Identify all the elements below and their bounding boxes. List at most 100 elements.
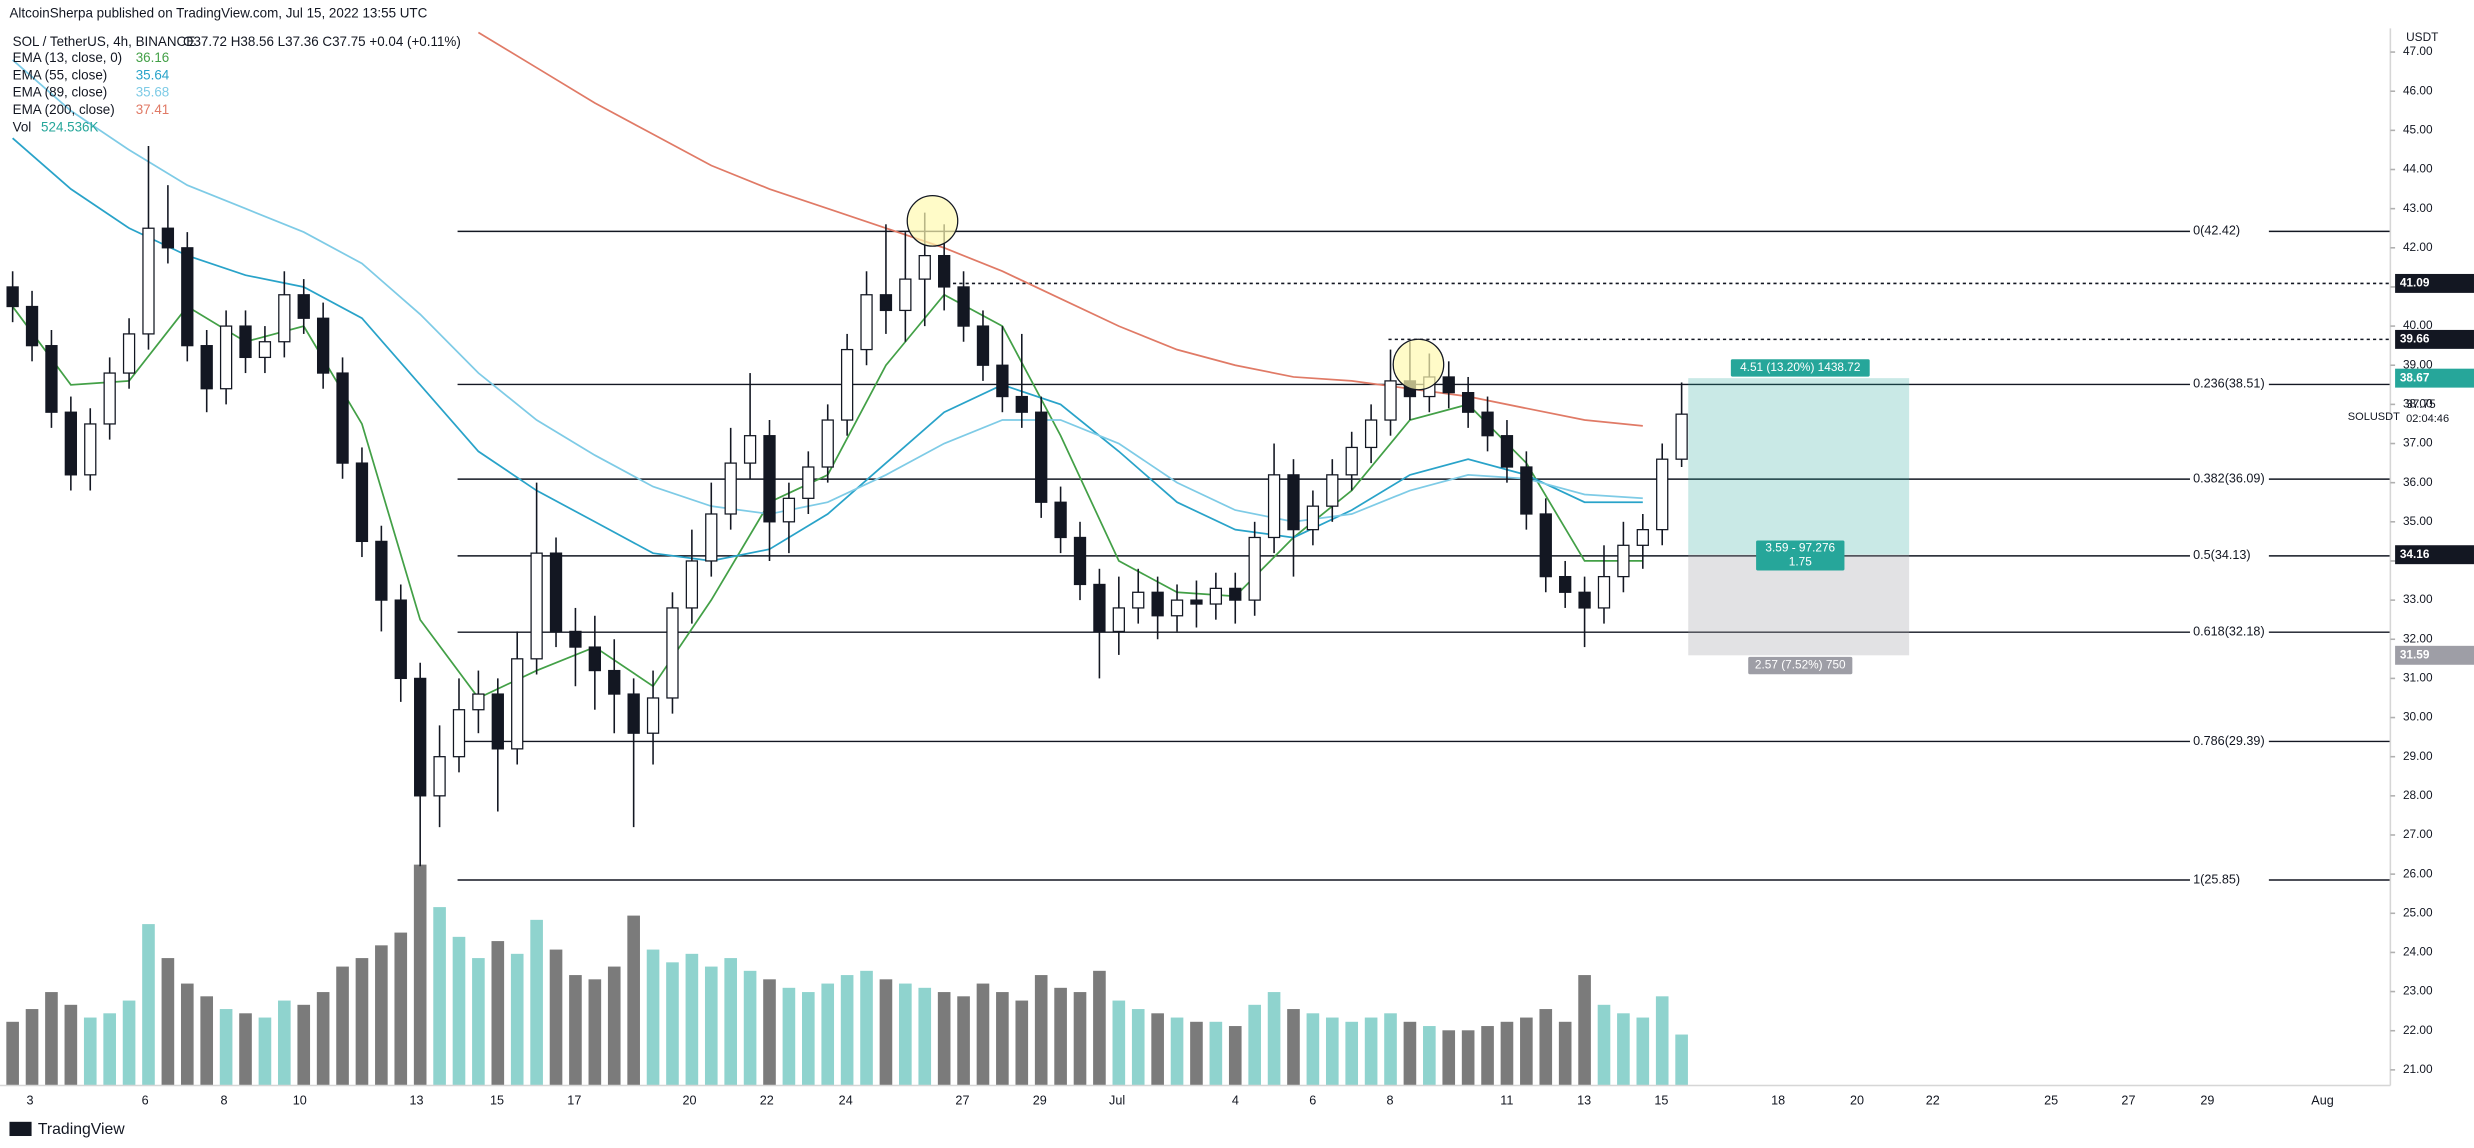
- candle-body: [627, 693, 640, 734]
- candle-body: [472, 693, 485, 711]
- candle-body: [1248, 536, 1261, 601]
- legend-name: Vol: [13, 119, 32, 134]
- volume-bar: [1500, 1021, 1514, 1086]
- candle-body: [860, 294, 873, 351]
- volume-bar: [1093, 970, 1106, 1086]
- candle-body: [1306, 505, 1320, 531]
- volume-bar: [1481, 1026, 1494, 1086]
- candle-body: [840, 348, 854, 421]
- x-tick-label: 8: [1387, 1094, 1394, 1108]
- candle-body: [1190, 599, 1203, 605]
- volume-bar: [899, 983, 912, 1086]
- legend-name: EMA (13, close, 0): [13, 50, 123, 65]
- candle-body: [1597, 575, 1611, 609]
- legend-value: 524.536K: [41, 119, 98, 134]
- x-tick-label: 15: [490, 1094, 504, 1108]
- volume-bar: [1112, 1000, 1126, 1086]
- volume-bar: [1073, 992, 1087, 1086]
- volume-bar: [161, 958, 175, 1086]
- x-tick-label: 6: [1309, 1094, 1316, 1108]
- volume-bar: [375, 945, 388, 1086]
- volume-bar: [1655, 996, 1669, 1086]
- candle-body: [511, 658, 524, 750]
- fib-label: 0.618(32.18): [2193, 625, 2265, 639]
- y-tick-label: 43.00: [2403, 201, 2433, 215]
- y-tick-label: 29.00: [2403, 749, 2433, 763]
- candle-body: [1345, 446, 1358, 476]
- axis-unit: USDT: [2406, 30, 2438, 44]
- volume-bar: [297, 1004, 311, 1086]
- volume-bar: [1364, 1017, 1378, 1086]
- fib-label: 1(25.85): [2193, 872, 2240, 886]
- volume-bar: [316, 992, 330, 1086]
- volume-bar: [1597, 1004, 1611, 1086]
- candle-body: [899, 278, 912, 312]
- volume-bar: [530, 919, 543, 1086]
- volume-bar: [394, 932, 408, 1086]
- stop-label: 2.57 (7.52%) 750: [1755, 658, 1846, 672]
- candle-body: [1364, 419, 1378, 449]
- candle-body: [666, 607, 679, 699]
- candle-body: [181, 247, 194, 347]
- candle-body: [879, 294, 893, 312]
- candle-body: [1384, 380, 1397, 421]
- candle-body: [976, 325, 990, 366]
- x-tick-label: 29: [1033, 1094, 1047, 1108]
- stop-tag-bg: [2395, 645, 2474, 665]
- volume-bar: [1287, 1009, 1300, 1086]
- target-tag: 38.67: [2400, 370, 2430, 384]
- candle-body: [1578, 591, 1591, 609]
- volume-bar: [569, 975, 582, 1086]
- ema-line: [12, 59, 1643, 523]
- volume-bar: [666, 962, 679, 1086]
- volume-bar: [549, 949, 563, 1086]
- target-label: 4.51 (13.20%) 1438.72: [1740, 360, 1860, 374]
- center-label-bg: [1756, 540, 1845, 571]
- candle-body: [1461, 392, 1475, 413]
- y-tick-label: 45.00: [2403, 122, 2433, 136]
- y-tick-label: 23.00: [2403, 984, 2433, 998]
- candle-body: [375, 540, 388, 601]
- volume-bar: [1151, 1013, 1164, 1086]
- y-tick-label: 28.00: [2403, 788, 2433, 802]
- legend-symbol: SOL / TetherUS, 4h, BINANCE: [13, 34, 196, 49]
- legend-name: EMA (55, close): [13, 67, 108, 82]
- x-tick-label: 20: [1850, 1094, 1864, 1108]
- candle-body: [394, 599, 407, 680]
- candle-body: [1539, 513, 1552, 578]
- candle-body: [957, 286, 970, 327]
- candle-body: [1559, 575, 1572, 593]
- x-tick-label: 24: [839, 1094, 853, 1108]
- entry-tag: 34.16: [2400, 547, 2430, 561]
- volume-bar: [1170, 1017, 1184, 1086]
- volume-bar: [957, 996, 970, 1086]
- fib-label: 0.5(34.13): [2193, 548, 2250, 562]
- candle-body: [64, 411, 78, 476]
- candle-body: [45, 345, 58, 413]
- fib-label: 0.786(29.39): [2193, 734, 2265, 748]
- volume-bar: [180, 983, 194, 1086]
- candle-body: [452, 709, 466, 758]
- stop-zone: [1688, 554, 1910, 656]
- volume-bar: [627, 915, 640, 1086]
- volume-bar: [258, 1017, 272, 1086]
- candle-body: [336, 372, 349, 464]
- volume-bar: [1539, 1009, 1553, 1086]
- volume-bar: [1345, 1021, 1359, 1086]
- candle-body: [608, 669, 621, 695]
- volume-bar: [200, 996, 214, 1086]
- x-tick-label: 3: [26, 1094, 33, 1108]
- volume-bar: [1190, 1021, 1203, 1086]
- volume-bar: [1325, 1017, 1339, 1086]
- volume-bar: [588, 979, 602, 1086]
- fib-label-bg: [2189, 471, 2269, 488]
- volume-bar: [452, 936, 466, 1086]
- x-tick-label: Jul: [1109, 1094, 1125, 1108]
- candle-body: [1054, 501, 1067, 539]
- legend-value: 35.64: [136, 67, 170, 82]
- x-tick-label: 15: [1654, 1094, 1668, 1108]
- volume-bar: [802, 992, 815, 1086]
- candle-body: [938, 254, 951, 288]
- fib-label-bg: [2189, 223, 2269, 240]
